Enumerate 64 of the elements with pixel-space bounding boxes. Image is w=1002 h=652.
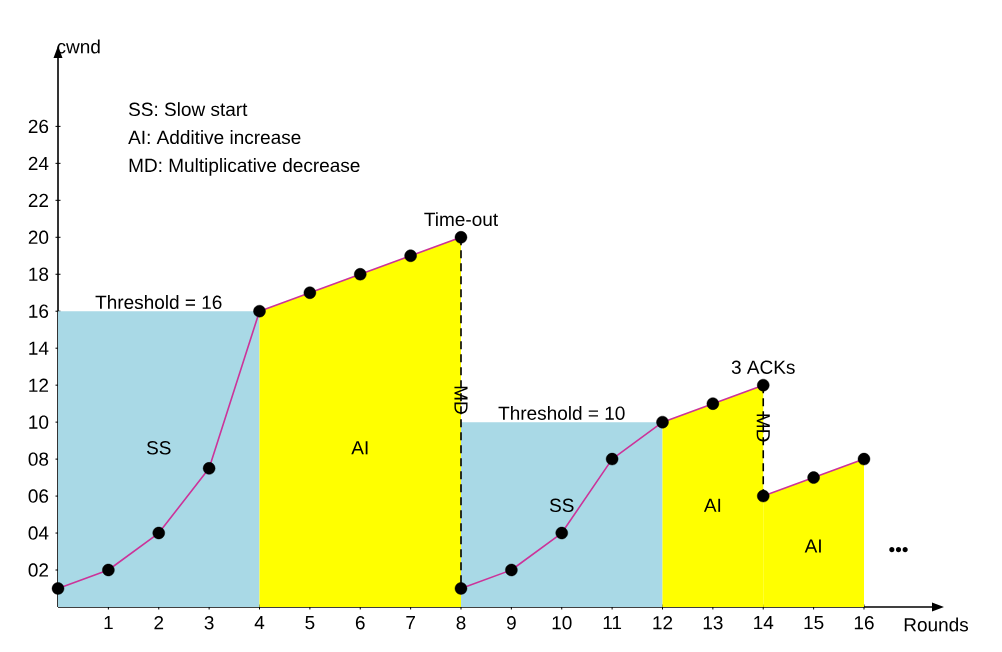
x-tick-label: 11 bbox=[603, 616, 622, 630]
series-label: AI bbox=[703, 498, 721, 512]
y-tick-label: 20 bbox=[28, 230, 49, 245]
point bbox=[51, 582, 65, 595]
x-tick-label: 14 bbox=[754, 616, 774, 630]
point bbox=[555, 526, 568, 540]
x-tick-label: 7 bbox=[406, 616, 415, 630]
point bbox=[454, 231, 468, 244]
x-tick-label: 16 bbox=[854, 616, 874, 630]
y-tick-label: 02 bbox=[28, 563, 49, 577]
x-tick-label: 13 bbox=[703, 616, 723, 630]
x-tick-label: 1 bbox=[104, 616, 113, 630]
series-label: SS bbox=[549, 498, 574, 513]
y-tick-label: 08 bbox=[28, 452, 49, 466]
series-label: SS bbox=[146, 441, 171, 455]
point bbox=[656, 415, 669, 429]
annotation: Time-out bbox=[424, 212, 498, 227]
y-tick-label: 06 bbox=[28, 489, 49, 503]
point bbox=[303, 286, 317, 299]
x-tick-label: 9 bbox=[506, 616, 516, 630]
y-axis-title: cwnd bbox=[57, 39, 100, 54]
x-tick-label: 10 bbox=[552, 616, 572, 630]
point bbox=[757, 489, 770, 503]
annotation: MD: Multiplicative decrease bbox=[129, 158, 360, 176]
x-tick-label: 15 bbox=[804, 616, 824, 630]
point bbox=[102, 563, 115, 577]
y-tick-label: 24 bbox=[28, 156, 49, 170]
point bbox=[404, 249, 417, 262]
point bbox=[152, 526, 165, 540]
y-tick-label: 18 bbox=[29, 267, 49, 281]
point bbox=[354, 268, 367, 281]
x-tick-label: 8 bbox=[456, 616, 466, 630]
annotation: ••• bbox=[889, 547, 908, 553]
y-tick-label: 16 bbox=[29, 304, 49, 318]
series-label: AI bbox=[351, 441, 368, 455]
y-tick-label: 12 bbox=[29, 378, 49, 392]
point bbox=[757, 378, 770, 392]
y-tick-label: 04 bbox=[28, 526, 49, 540]
annotation: Threshold = 10 bbox=[498, 405, 625, 420]
point bbox=[605, 452, 619, 466]
x-tick-label: 4 bbox=[254, 616, 265, 630]
annotation: SS: Slow start bbox=[128, 102, 248, 117]
point bbox=[454, 582, 468, 595]
x-tick-label: 12 bbox=[653, 616, 673, 630]
series-label: AI bbox=[804, 539, 821, 553]
x-tick-label: 3 bbox=[204, 616, 214, 630]
y-tick-label: 22 bbox=[28, 193, 49, 207]
y-tick-label: 26 bbox=[28, 119, 49, 134]
text: MD bbox=[454, 386, 468, 414]
point bbox=[253, 305, 266, 318]
x-tick-label: 6 bbox=[355, 616, 365, 630]
annotation: Threshold = 16 bbox=[95, 295, 222, 310]
x-tick-label: 2 bbox=[154, 616, 164, 630]
point bbox=[706, 397, 720, 410]
point bbox=[857, 452, 871, 466]
point bbox=[202, 462, 216, 475]
x-axis-title: Rounds bbox=[904, 617, 969, 632]
y-tick-label: 10 bbox=[29, 415, 49, 429]
annotation: AI: Additive increase bbox=[128, 130, 301, 145]
point bbox=[807, 471, 820, 484]
y-tick-label: 14 bbox=[29, 341, 49, 355]
x-tick-label: 5 bbox=[305, 616, 315, 630]
point bbox=[505, 563, 518, 577]
annotation: 3 ACKs bbox=[731, 360, 795, 374]
